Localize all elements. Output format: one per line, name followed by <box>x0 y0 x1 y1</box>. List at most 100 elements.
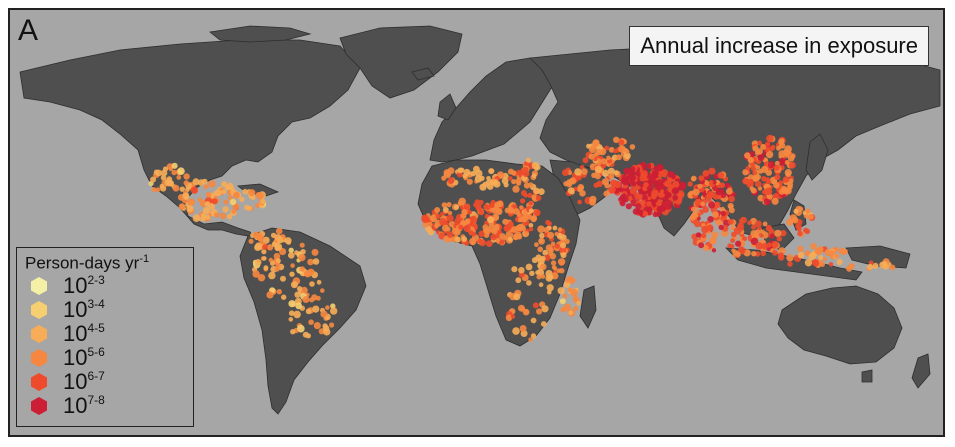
exposure-dot <box>646 164 651 170</box>
exposure-dot <box>557 258 566 266</box>
exposure-dot <box>252 231 260 239</box>
exposure-dot <box>525 263 533 271</box>
exposure-dot <box>554 243 560 249</box>
legend-rows: 102-3 103-4 104-5 105-6 106-7 107-8 <box>25 273 185 418</box>
exposure-dot <box>742 236 747 242</box>
exposure-dot <box>846 265 853 272</box>
exposure-dot <box>721 229 729 237</box>
exposure-dot <box>651 169 659 177</box>
exposure-dot <box>810 243 817 250</box>
exposure-dot <box>695 232 702 238</box>
exposure-dot <box>298 253 306 262</box>
exposure-dot <box>172 184 180 192</box>
exposure-dot <box>639 199 647 206</box>
legend-item-base: 10 <box>63 296 88 322</box>
exposure-dot <box>588 153 595 160</box>
exposure-dot <box>772 249 778 256</box>
exposure-dot <box>316 279 322 285</box>
exposure-dot <box>182 192 190 200</box>
exposure-dot <box>205 191 212 198</box>
exposure-dot <box>534 166 539 171</box>
exposure-dot <box>493 225 500 231</box>
exposure-dot <box>494 201 502 208</box>
exposure-dot <box>311 294 318 301</box>
exposure-dot <box>290 329 296 335</box>
exposure-dot <box>764 187 773 196</box>
exposure-dot <box>697 183 703 189</box>
exposure-dot <box>519 198 526 204</box>
exposure-dot <box>543 227 550 233</box>
exposure-dot <box>447 210 453 216</box>
exposure-dot <box>776 236 782 242</box>
exposure-dot <box>882 263 889 270</box>
exposure-dot <box>735 240 742 247</box>
exposure-dot <box>300 286 308 294</box>
exposure-dot <box>588 145 597 154</box>
exposure-dot <box>304 271 310 277</box>
exposure-dot <box>774 229 782 238</box>
exposure-dot <box>320 310 328 318</box>
exposure-dot <box>635 203 642 210</box>
exposure-dot <box>186 205 194 213</box>
exposure-dot <box>483 204 489 210</box>
exposure-dot <box>829 249 835 256</box>
exposure-dot <box>260 198 266 204</box>
exposure-dot <box>755 165 761 170</box>
exposure-dot <box>288 300 296 308</box>
exposure-dot <box>619 200 626 207</box>
legend-item-label: 105-6 <box>63 345 105 371</box>
exposure-dot <box>197 179 205 187</box>
exposure-dot <box>610 179 617 187</box>
exposure-dot <box>782 148 790 156</box>
exposure-dot <box>508 221 514 227</box>
panel-label: A <box>18 14 39 47</box>
exposure-dot <box>507 237 513 242</box>
exposure-dot <box>525 157 532 163</box>
exposure-dot <box>275 227 283 235</box>
exposure-dot <box>754 220 762 228</box>
exposure-dot <box>755 174 761 180</box>
arctic-islands <box>209 25 312 43</box>
exposure-dot <box>214 189 222 197</box>
exposure-dot <box>493 179 498 184</box>
exposure-dot <box>515 277 522 284</box>
exposure-dot <box>281 294 287 300</box>
exposure-dot <box>535 270 540 275</box>
exposure-dot <box>560 252 567 259</box>
exposure-dot <box>701 225 709 234</box>
new-zealand <box>911 353 931 389</box>
legend-item-label: 106-7 <box>63 369 105 395</box>
exposure-dot <box>502 218 509 225</box>
hexagon-icon <box>31 348 47 367</box>
exposure-dot <box>441 202 448 208</box>
exposure-dot <box>539 232 545 239</box>
exposure-dot <box>467 210 473 215</box>
exposure-dot <box>296 286 303 292</box>
exposure-dot <box>286 240 292 245</box>
legend-item-base: 10 <box>63 320 88 346</box>
exposure-dot <box>760 143 767 150</box>
exposure-dot <box>627 169 633 175</box>
exposure-dot <box>567 187 575 195</box>
exposure-dot <box>457 167 464 174</box>
exposure-dot <box>621 193 627 199</box>
exposure-dot <box>176 175 182 180</box>
exposure-dot <box>522 170 530 178</box>
exposure-dot <box>300 249 306 255</box>
exposure-dot <box>559 268 565 274</box>
exposure-dot <box>546 284 554 292</box>
exposure-dot <box>490 233 497 241</box>
exposure-dot <box>552 225 558 231</box>
exposure-dot <box>442 224 449 232</box>
exposure-dot <box>475 203 482 210</box>
exposure-dot <box>308 319 314 326</box>
exposure-dot <box>640 170 648 178</box>
exposure-dot <box>787 261 793 267</box>
exposure-dot <box>276 289 282 295</box>
exposure-dot <box>464 218 471 225</box>
exposure-dot <box>634 192 641 200</box>
exposure-dot <box>422 221 429 228</box>
exposure-dot <box>700 201 706 207</box>
exposure-dot <box>323 328 331 336</box>
exposure-dot <box>204 201 211 207</box>
